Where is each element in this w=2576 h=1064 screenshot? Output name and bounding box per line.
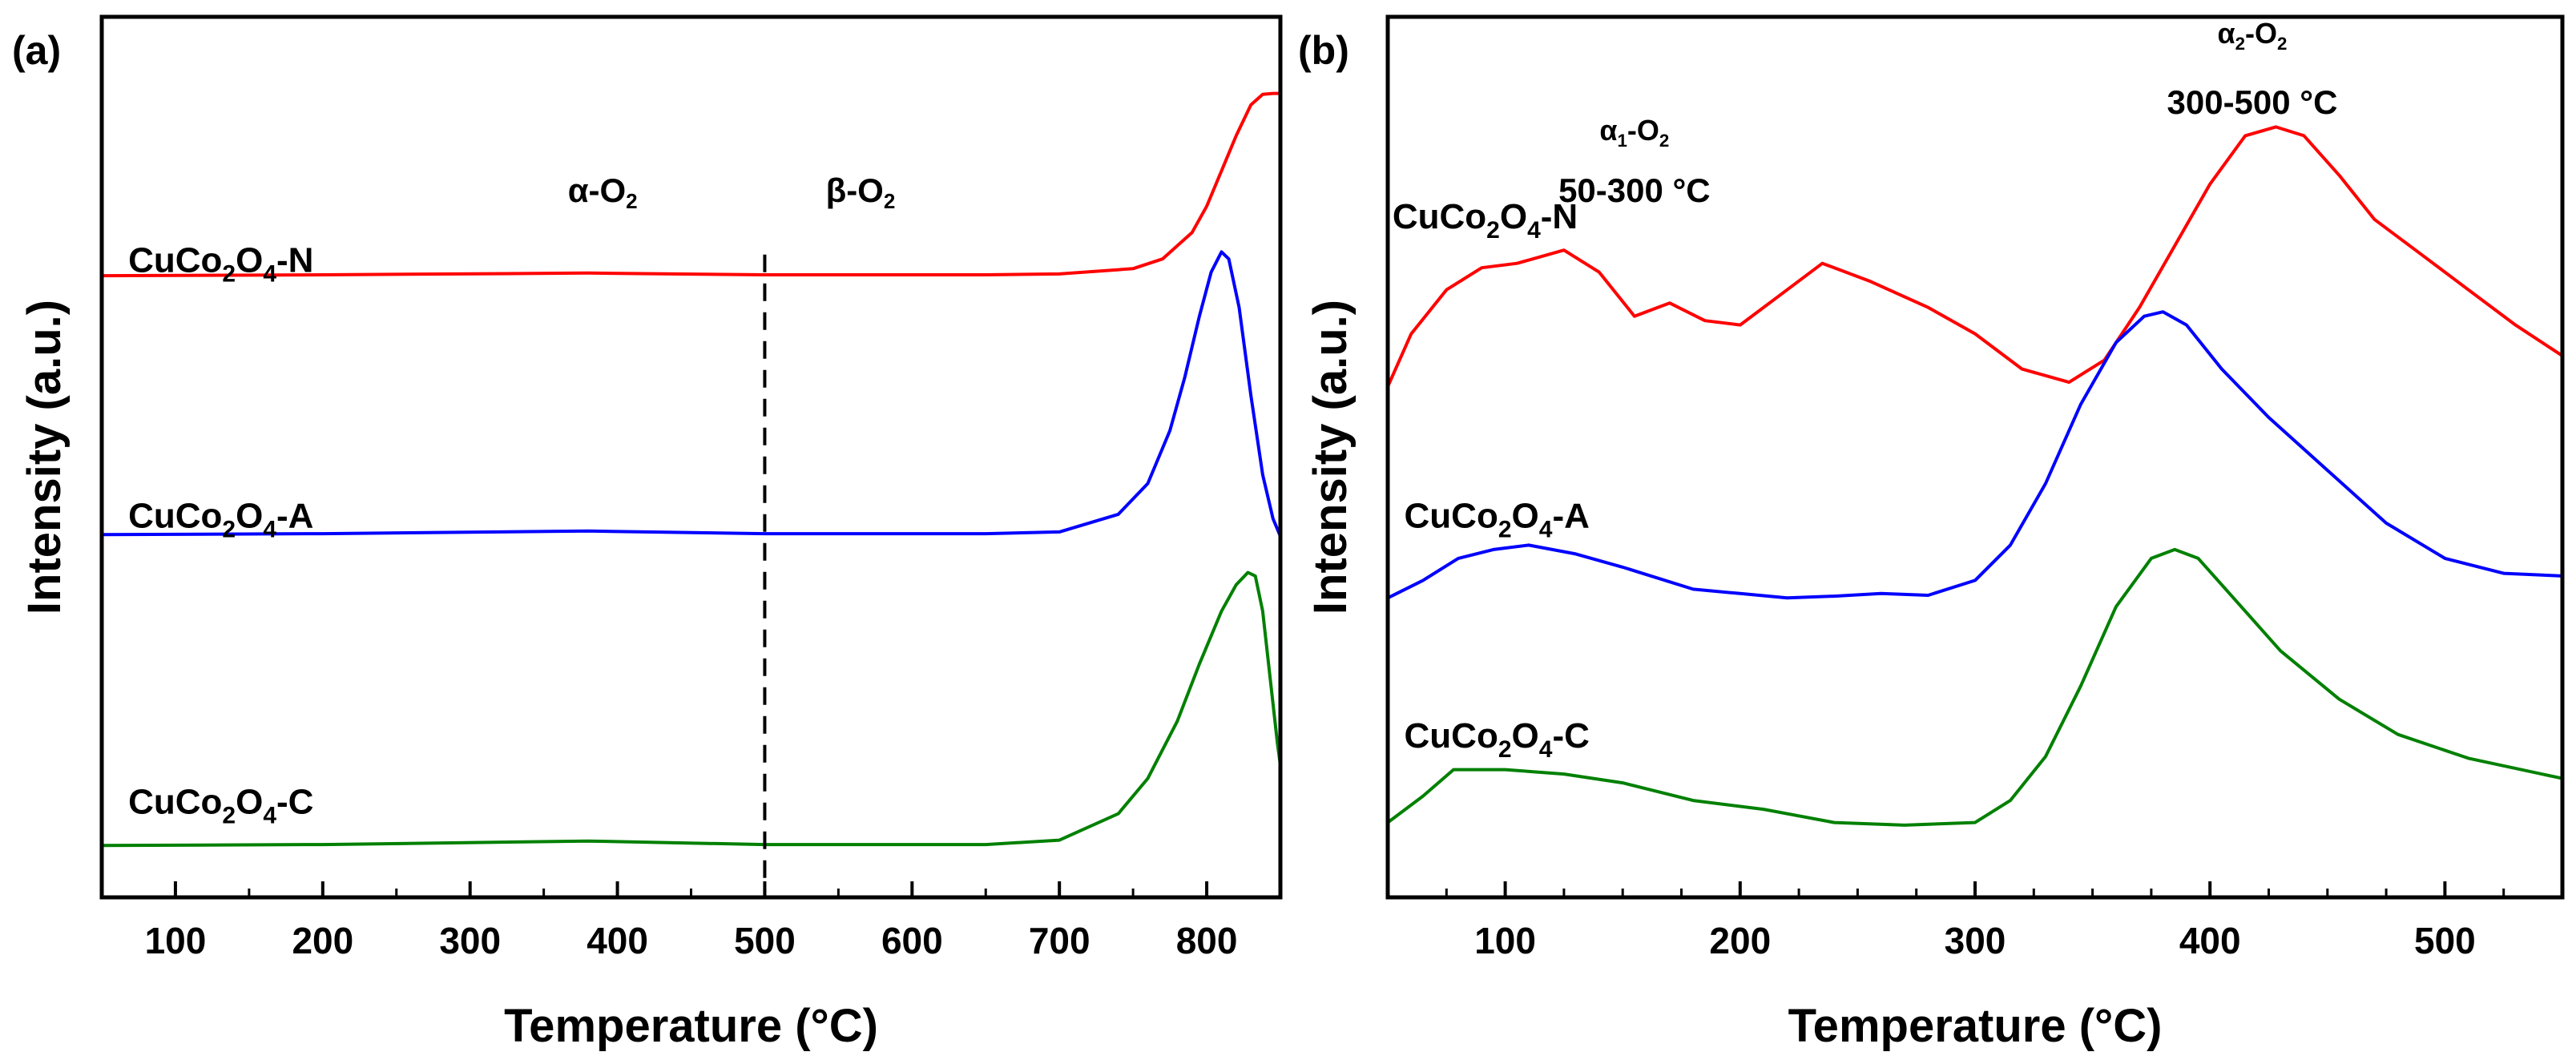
alpha-o2-label-main: α-O: [568, 171, 626, 209]
series-line-cuco2o4-c: [101, 570, 1282, 848]
series-label-mid: O: [236, 241, 263, 280]
series-label-tail: -A: [1552, 496, 1589, 535]
x-axis-label: Temperature (°C): [504, 1000, 878, 1052]
series-label-base: CuCo: [1405, 716, 1498, 756]
series-label-base: CuCo: [128, 241, 222, 280]
alpha2-o2-label-suffix: -O: [2245, 17, 2277, 50]
alpha2-range-label-main: 300-500 °C: [2167, 83, 2338, 121]
y-axis-label: Intensity (a.u.): [18, 300, 71, 615]
alpha1-o2-label-sub: 1: [1618, 131, 1627, 151]
series-line-cuco2o4-c: [1386, 547, 2563, 827]
beta-o2-label-main: β-O: [826, 171, 884, 209]
series-label-tail: -N: [276, 241, 313, 280]
series-label-cuco2o4-c: CuCo2O4-C: [1405, 716, 1590, 763]
series-label-cuco2o4-a: CuCo2O4-A: [1405, 496, 1590, 542]
series-line-cuco2o4-a: [1387, 310, 2563, 600]
alpha1-o2-label: α1-O2: [1599, 114, 1669, 151]
series-label-mid: O: [1512, 496, 1539, 535]
alpha1-range-label-main: 50-300 °C: [1558, 171, 1711, 209]
series-label-sub: 4: [1527, 217, 1541, 244]
x-tick-label: 700: [1029, 920, 1090, 961]
alpha2-o2-label-sub: 2: [2235, 34, 2245, 54]
alpha1-o2-label-main: α: [1599, 114, 1617, 147]
alpha2-range-label: 300-500 °C: [2167, 83, 2338, 121]
x-tick-label: 200: [292, 920, 353, 961]
panel-b: (b) 100 200 300 400 500 Temperature (°C) Intens…: [1298, 14, 2565, 1052]
series-label-sub: 2: [222, 803, 236, 829]
x-tick-label: 500: [2414, 920, 2476, 961]
series-label-sub: 2: [222, 516, 236, 542]
series-line-cuco2o4-n: [1386, 125, 2564, 388]
series-label-mid: O: [1512, 716, 1539, 756]
x-tick-label: 300: [1945, 920, 2006, 961]
series-label-sub: 2: [1498, 516, 1512, 542]
beta-o2-label-sub: 2: [884, 189, 895, 213]
x-tick-label: 100: [145, 920, 207, 961]
x-tick-label: 400: [2179, 920, 2241, 961]
series-label-cuco2o4-n: CuCo2O4-N: [128, 241, 313, 288]
x-tick-label: 200: [1709, 920, 1771, 961]
series-label-sub: 2: [1486, 217, 1500, 244]
series-label-sub: 4: [263, 516, 276, 542]
series-label-sub: 2: [1498, 736, 1512, 763]
x-tick-label: 100: [1474, 920, 1536, 961]
x-tick-label: 500: [734, 920, 796, 961]
series-label-tail: -N: [1541, 197, 1578, 236]
series-label-base: CuCo: [128, 783, 222, 822]
alpha2-o2-label-sub2: 2: [2277, 34, 2287, 54]
series-label-sub: 4: [1539, 736, 1553, 763]
x-tick-label: 400: [587, 920, 648, 961]
series-label-tail: -A: [276, 496, 313, 535]
plot-frame: [99, 14, 1283, 900]
x-tick-label: 800: [1176, 920, 1238, 961]
series-label-cuco2o4-a: CuCo2O4-A: [128, 496, 313, 542]
series-label-tail: -C: [276, 783, 313, 822]
alpha2-o2-label: α2-O2: [2217, 17, 2287, 54]
x-axis-label: Temperature (°C): [1788, 1000, 2163, 1052]
beta-o2-label: β-O2: [826, 171, 896, 213]
series-label-sub: 4: [263, 803, 276, 829]
series-label-base: CuCo: [128, 496, 222, 535]
alpha2-o2-label-main: α: [2217, 17, 2235, 50]
x-tick-label: 600: [881, 920, 943, 961]
series-label-base: CuCo: [1393, 197, 1486, 236]
series-label-cuco2o4-c: CuCo2O4-C: [128, 783, 313, 829]
series-label-mid: O: [236, 783, 263, 822]
alpha-o2-label-sub: 2: [626, 189, 637, 213]
series-label-sub: 4: [263, 261, 276, 288]
series-line-cuco2o4-a: [101, 250, 1282, 538]
series-label-mid: O: [236, 496, 263, 535]
series-label-base: CuCo: [1405, 496, 1498, 535]
series-label-tail: -C: [1552, 716, 1589, 756]
series-label-sub: 4: [1539, 516, 1553, 542]
alpha-o2-label: α-O2: [568, 171, 638, 213]
series-label-sub: 2: [222, 261, 236, 288]
series-label-mid: O: [1500, 197, 1527, 236]
series-label-cuco2o4-n: CuCo2O4-N: [1393, 197, 1578, 244]
plot-frame: [1385, 14, 2565, 900]
alpha1-range-label: 50-300 °C: [1558, 171, 1711, 209]
panel-label: (a): [12, 28, 61, 73]
x-tick-label: 300: [439, 920, 501, 961]
panel-label: (b): [1298, 28, 1349, 73]
alpha1-o2-label-sub2: 2: [1659, 131, 1669, 151]
panel-a: (a) 100 200 300 400 500 600 700 800 Temperature (…: [12, 14, 1283, 1052]
series-line-cuco2o4-n: [101, 91, 1280, 278]
y-axis-label: Intensity (a.u.): [1304, 300, 1357, 615]
alpha1-o2-label-suffix: -O: [1627, 114, 1659, 147]
